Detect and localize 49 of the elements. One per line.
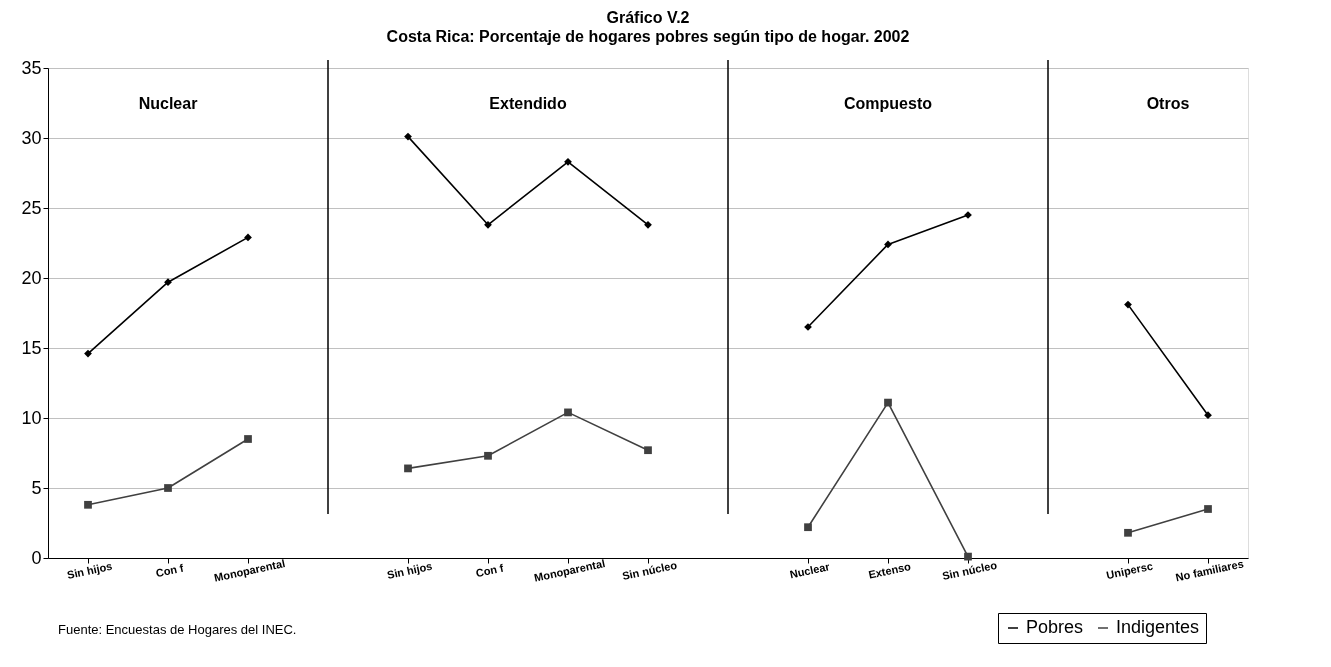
- point: [884, 398, 892, 407]
- legend-label: Pobres: [1026, 617, 1084, 637]
- y-tick-label: 0: [31, 547, 42, 568]
- point: [1124, 300, 1132, 309]
- x-tick-label: Extenso: [867, 560, 912, 581]
- point: [164, 278, 172, 287]
- point: [1204, 411, 1212, 420]
- source-note: Fuente: Encuestas de Hogares del INEC.: [58, 622, 297, 637]
- point: [244, 233, 252, 242]
- point: [1124, 528, 1132, 537]
- x-tick-label: Sin núcleo: [941, 558, 999, 583]
- x-tick-label: Sin hijos: [385, 559, 434, 582]
- chart-subtitle: Costa Rica: Porcentaje de hogares pobres según tipo de hogar. 2002: [386, 28, 910, 45]
- point: [484, 451, 492, 460]
- annotation: Compuesto: [844, 95, 933, 112]
- point: [84, 500, 92, 509]
- y-tick-label: 10: [21, 407, 42, 428]
- point: [404, 132, 412, 141]
- point: [484, 220, 492, 229]
- y-tick-label: 20: [21, 267, 42, 288]
- point: [404, 464, 412, 473]
- point: [644, 220, 652, 229]
- x-tick-label: Sin hijos: [65, 559, 114, 582]
- point: [244, 435, 252, 443]
- point: [644, 446, 652, 455]
- x-tick-label: No familiares: [1174, 557, 1245, 584]
- point: [164, 484, 172, 492]
- y-tick-label: 15: [21, 337, 42, 358]
- legend-label: Indigentes: [1116, 617, 1200, 637]
- y-tick-label: 35: [21, 57, 42, 78]
- annotation: Nuclear: [138, 95, 198, 112]
- x-tick-label: Sin núcleo: [621, 558, 679, 583]
- point: [564, 408, 572, 417]
- annotation: Extendido: [489, 95, 567, 112]
- y-tick-label: 30: [21, 127, 42, 148]
- point: [964, 552, 972, 561]
- point: [804, 523, 812, 532]
- y-tick-label: 5: [31, 477, 42, 498]
- x-tick-label: Nuclear: [788, 560, 832, 581]
- y-tick-label: 25: [21, 197, 42, 218]
- x-tick-label: Con f: [474, 561, 505, 580]
- x-tick-label: Unipersc: [1105, 559, 1154, 582]
- chart-title: Gráfico V.2: [606, 9, 690, 26]
- x-tick-label: Con f: [154, 561, 185, 580]
- point: [564, 157, 572, 166]
- point: [84, 349, 92, 358]
- point: [1204, 505, 1212, 513]
- annotation: Otros: [1146, 95, 1190, 112]
- point: [884, 240, 892, 249]
